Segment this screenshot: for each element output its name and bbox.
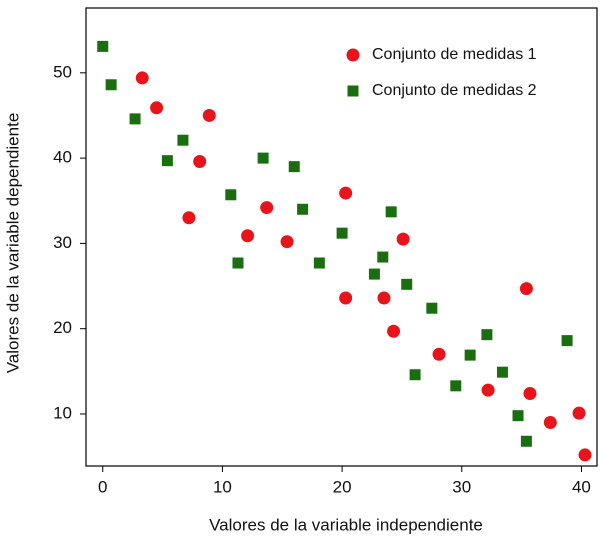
legend-marker: [347, 85, 359, 97]
square-marker: [385, 206, 397, 218]
square-marker: [561, 335, 573, 347]
x-tick-label: 40: [572, 477, 591, 496]
square-marker: [377, 251, 389, 263]
legend-marker: [346, 48, 360, 62]
x-tick-label: 30: [452, 477, 471, 496]
y-axis-label: Valores de la variable dependiente: [3, 113, 22, 374]
circle-marker: [481, 383, 495, 397]
square-marker: [336, 227, 348, 239]
circle-marker: [182, 211, 196, 225]
square-marker: [257, 152, 269, 164]
square-marker: [313, 257, 325, 269]
square-marker: [450, 380, 462, 392]
square-marker: [512, 410, 524, 422]
circle-marker: [387, 324, 401, 338]
square-marker: [297, 203, 309, 215]
legend-label: Conjunto de medidas 2: [372, 82, 537, 99]
x-axis-label: Valores de la variable independiente: [209, 515, 483, 534]
x-tick-label: 20: [333, 477, 352, 496]
circle-marker: [377, 291, 391, 305]
circle-marker: [396, 232, 410, 246]
y-tick-label: 20: [53, 318, 72, 337]
square-marker: [161, 155, 173, 167]
y-tick-label: 30: [53, 233, 72, 252]
plot-frame: [85, 7, 598, 467]
square-marker: [426, 302, 438, 314]
square-marker: [177, 134, 189, 146]
y-tick-label: 10: [53, 403, 72, 422]
circle-marker: [150, 101, 164, 115]
circle-marker: [339, 291, 353, 305]
x-tick-label: 0: [98, 477, 107, 496]
square-marker: [409, 369, 421, 381]
square-marker: [481, 329, 493, 341]
circle-marker: [280, 235, 294, 249]
circle-marker: [202, 108, 216, 122]
square-marker: [97, 40, 109, 52]
circle-marker: [543, 416, 557, 430]
square-marker: [464, 349, 476, 361]
square-marker: [129, 113, 141, 125]
circle-marker: [578, 448, 592, 462]
square-marker: [232, 257, 244, 269]
circle-marker: [193, 155, 207, 169]
square-marker: [496, 366, 508, 378]
circle-marker: [523, 387, 537, 401]
legend-label: Conjunto de medidas 1: [372, 46, 537, 63]
circle-marker: [572, 406, 586, 420]
square-marker: [520, 435, 532, 447]
circle-marker: [241, 229, 255, 243]
x-tick-label: 10: [213, 477, 232, 496]
circle-marker: [432, 347, 446, 361]
square-marker: [401, 278, 413, 290]
square-marker: [105, 79, 117, 91]
square-marker: [225, 189, 237, 201]
square-marker: [288, 161, 300, 173]
circle-marker: [339, 186, 353, 200]
y-tick-label: 50: [53, 62, 72, 81]
y-tick-label: 40: [53, 148, 72, 167]
circle-marker: [260, 201, 274, 215]
circle-marker: [519, 282, 533, 296]
circle-marker: [135, 71, 149, 85]
square-marker: [368, 268, 380, 280]
